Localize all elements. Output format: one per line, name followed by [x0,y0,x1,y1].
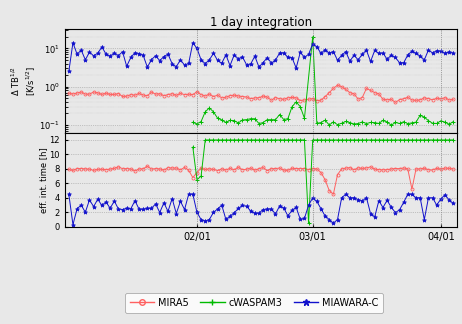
Y-axis label: eff. int. time [h]: eff. int. time [h] [39,147,48,213]
Y-axis label: $\Delta$ TB$^{1/2}$
[K/s$^{1/2}$]: $\Delta$ TB$^{1/2}$ [K/s$^{1/2}$] [10,66,37,96]
Legend: MIRA5, cWASPAM3, MIAWARA-C: MIRA5, cWASPAM3, MIAWARA-C [125,293,383,313]
Title: 1 day integration: 1 day integration [210,16,312,29]
